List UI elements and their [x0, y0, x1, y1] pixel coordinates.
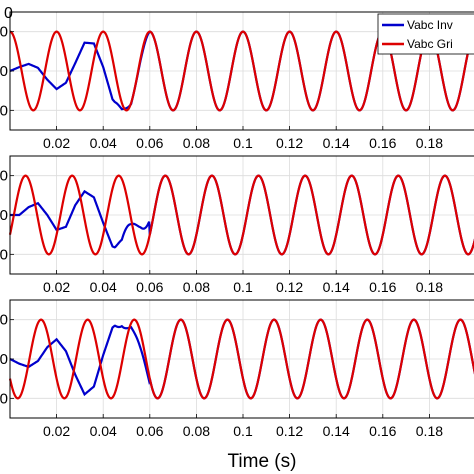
x-tick-label: 0.02	[43, 423, 70, 439]
chart-panel-3: 0.02 0.04 0.06 0.08 0.1 0.12 0.14 0.16 0.18 0 0 0	[0, 299, 474, 439]
y-tick-label: 0	[0, 24, 8, 41]
x-tick-label: 0.06	[136, 279, 163, 295]
x-tick-label: 0.06	[136, 423, 163, 439]
x-tick-label: 0.12	[276, 279, 303, 295]
y-tick-label: 0	[0, 168, 8, 185]
x-tick-label: 0.06	[136, 135, 163, 151]
legend-box	[377, 13, 474, 55]
x-tick-label: 0.08	[183, 135, 210, 151]
x-tick-label: 0.1	[233, 423, 253, 439]
x-tick-label: 0.18	[416, 135, 443, 151]
series-line-grid	[8, 318, 474, 400]
x-tick-label: 0.08	[183, 423, 210, 439]
x-tick-label: 0.14	[323, 423, 350, 439]
top-left-partial-label: 0	[4, 5, 13, 22]
x-tick-label: 0.04	[90, 423, 117, 439]
x-tick-label: 0.14	[323, 135, 350, 151]
legend: Vabc Inv Vabc Gri	[377, 13, 474, 55]
x-tick-label: 0.02	[43, 279, 70, 295]
y-tick-label: 0	[0, 312, 8, 329]
series-line-grid	[9, 30, 474, 112]
x-tick-label: 0.18	[416, 279, 443, 295]
x-tick-label: 0.08	[183, 279, 210, 295]
y-tick-label: 0	[0, 207, 8, 224]
x-tick-label: 0.16	[369, 423, 396, 439]
legend-label: Vabc Inv	[407, 18, 453, 32]
x-tick-label: 0.1	[233, 135, 253, 151]
y-tick-label: 0	[0, 102, 8, 119]
x-tick-label: 0.12	[276, 423, 303, 439]
y-tick-label: 0	[0, 351, 8, 368]
x-axis-label: Time (s)	[228, 451, 297, 472]
x-tick-label: 0.14	[323, 279, 350, 295]
y-tick-label: 0	[0, 246, 8, 263]
series-line-grid	[8, 174, 474, 256]
legend-label: Vabc Gri	[407, 37, 453, 51]
x-tick-label: 0.04	[90, 279, 117, 295]
x-tick-label: 0.02	[43, 135, 70, 151]
chart-panels: 0.02 0.04 0.06 0.08 0.1 0.12 0.14 0.16 0.18 0 0 0 Va…	[0, 11, 474, 439]
y-tick-label: 0	[0, 63, 8, 80]
y-tick-label: 0	[0, 390, 8, 407]
chart-panel-1: 0.02 0.04 0.06 0.08 0.1 0.12 0.14 0.16 0.18 0 0 0 Va…	[0, 11, 474, 151]
x-tick-label: 0.18	[416, 423, 443, 439]
x-tick-label: 0.16	[369, 279, 396, 295]
x-tick-label: 0.1	[233, 279, 253, 295]
chart-panel-2: 0.02 0.04 0.06 0.08 0.1 0.12 0.14 0.16 0.18 0 0 0	[0, 155, 474, 295]
x-tick-label: 0.04	[90, 135, 117, 151]
x-tick-label: 0.16	[369, 135, 396, 151]
x-tick-label: 0.12	[276, 135, 303, 151]
